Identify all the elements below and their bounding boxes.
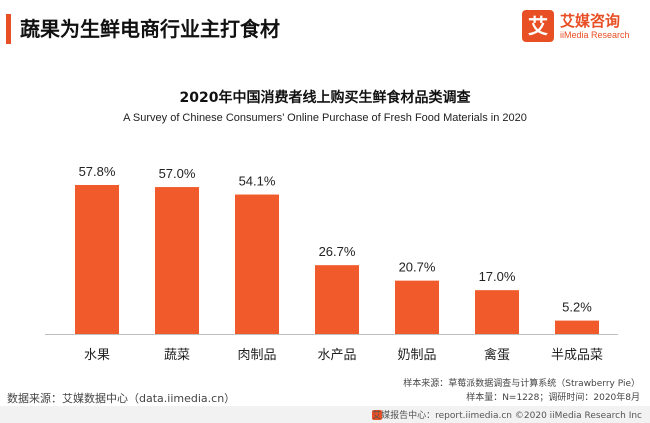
footer-report-center: 艾媒报告中心：report.iimedia.cn [372, 411, 513, 421]
bar-value-label: 57.0% [159, 166, 196, 181]
iimedia-logo: 艾 艾媒咨询 iiMedia Research [522, 8, 646, 52]
bar [235, 194, 279, 334]
bar [315, 265, 359, 334]
category-label: 肉制品 [237, 348, 276, 363]
footer-text: 艾媒报告中心：report.iimedia.cn ©2020 iiMedia R… [372, 408, 642, 421]
category-label: 禽蛋 [484, 347, 510, 363]
sample-notes: 样本来源：草莓派数据调查与计算系统（Strawberry Pie） 样本量：N=… [403, 377, 640, 405]
category-label: 半成品菜 [551, 348, 603, 363]
category-label: 蔬菜 [164, 348, 190, 363]
report-center-icon [372, 410, 382, 420]
category-label: 奶制品 [397, 348, 436, 363]
category-label: 水果 [84, 348, 110, 363]
bar [555, 320, 599, 334]
chart-subtitle: A Survey of Chinese Consumers’ Online Pu… [123, 112, 527, 124]
sample-size: 样本量：N=1228；调研时间：2020年8月 [466, 393, 640, 403]
category-label: 水产品 [317, 348, 356, 363]
bar [475, 290, 519, 334]
sample-source: 样本来源：草莓派数据调查与计算系统（Strawberry Pie） [403, 379, 640, 389]
footer-copyright: ©2020 iiMedia Research Inc [514, 411, 642, 421]
bar [155, 187, 199, 334]
bar [395, 280, 439, 334]
bar-value-label: 20.7% [399, 260, 436, 275]
bar-value-label: 26.7% [319, 244, 356, 259]
bar [75, 185, 119, 334]
bar-value-label: 57.8% [79, 164, 116, 179]
logo-name-en: iiMedia Research [560, 30, 630, 40]
title-accent-bar [6, 14, 11, 44]
bar-value-label: 17.0% [479, 269, 516, 284]
page-title: 蔬果为生鲜电商行业主打食材 [20, 17, 280, 41]
bar-value-label: 54.1% [239, 174, 276, 189]
footer-bar: 艾媒报告中心：report.iimedia.cn ©2020 iiMedia R… [0, 406, 650, 423]
bar-value-label: 5.2% [562, 300, 592, 315]
data-source: 数据来源：艾媒数据中心（data.iimedia.cn） [7, 392, 236, 405]
chart-title: 2020年中国消费者线上购买生鲜食材品类调查 [179, 90, 471, 106]
logo-name-cn: 艾媒咨询 [560, 12, 621, 30]
logo-mark-icon: 艾 [522, 10, 554, 42]
